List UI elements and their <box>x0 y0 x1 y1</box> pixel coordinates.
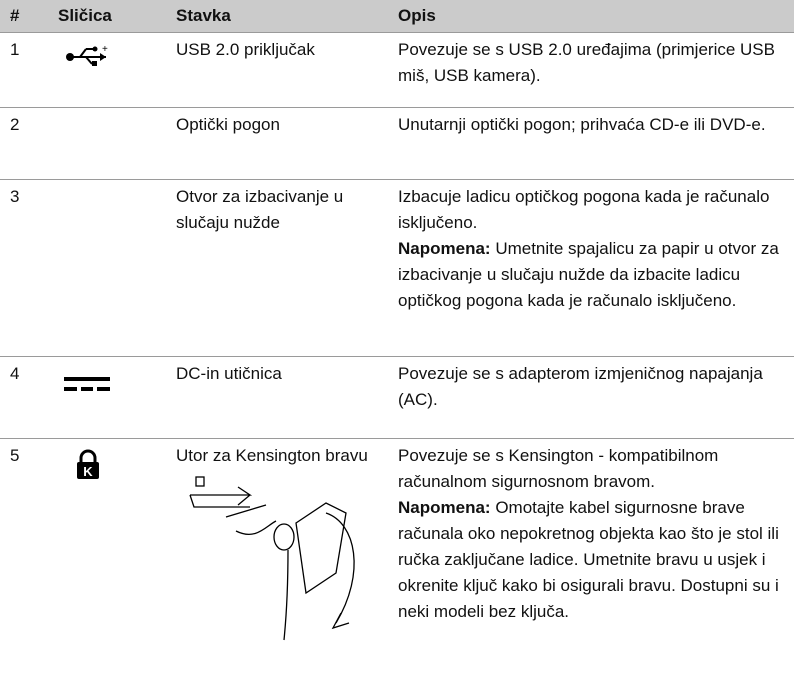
icon-cell: + <box>50 33 168 108</box>
description: Povezuje se s adapterom izmjeničnog napa… <box>398 361 788 413</box>
table-row: 4 DC-in utičnica Povezuje se s adapterom i… <box>0 357 794 439</box>
description: Unutarnji optički pogon; prihvaća CD-e i… <box>398 112 788 138</box>
dc-icon <box>58 367 118 397</box>
row-number: 2 <box>0 108 50 180</box>
description-cell: Povezuje se s adapterom izmjeničnog napa… <box>390 357 794 439</box>
icon-cell: K <box>50 439 168 699</box>
item-cell: DC-in utičnica <box>168 357 390 439</box>
note: Napomena: Omotajte kabel sigurnosne brav… <box>398 495 788 625</box>
row-number: 3 <box>0 180 50 357</box>
description-cell: Izbacuje ladicu optičkog pogona kada je … <box>390 180 794 357</box>
header-cell: Opis <box>390 0 794 33</box>
lock-icon: K <box>58 449 118 479</box>
item-cell: Utor za Kensington bravu <box>168 439 390 699</box>
note-label: Napomena: <box>398 498 491 517</box>
item-cell: Optički pogon <box>168 108 390 180</box>
table-row: 1 + USB 2.0 priključak Povezuje se s USB 2.… <box>0 33 794 108</box>
row-number: 1 <box>0 33 50 108</box>
svg-text:K: K <box>83 464 93 479</box>
table-row: 5 K Utor za Kensington bravu Povezuje se s … <box>0 439 794 699</box>
description-cell: Povezuje se s USB 2.0 uređajima (primjer… <box>390 33 794 108</box>
description-cell: Povezuje se s Kensington - kompatibilnom… <box>390 439 794 699</box>
table-row: 3 Otvor za izbacivanje u slučaju nužde Izb… <box>0 180 794 357</box>
item-name: USB 2.0 priključak <box>176 37 384 63</box>
item-cell: Otvor za izbacivanje u slučaju nužde <box>168 180 390 357</box>
header-row: # Sličica Stavka Opis <box>0 0 794 33</box>
icon-cell <box>50 357 168 439</box>
header-cell: # <box>0 0 50 33</box>
header-cell: Stavka <box>168 0 390 33</box>
note-label: Napomena: <box>398 239 491 258</box>
svg-text:+: + <box>102 44 108 55</box>
note: Napomena: Umetnite spajalicu za papir u … <box>398 236 788 314</box>
description: Povezuje se s USB 2.0 uređajima (primjer… <box>398 37 788 89</box>
table-body: 1 + USB 2.0 priključak Povezuje se s USB 2.… <box>0 33 794 699</box>
item-name: Otvor za izbacivanje u slučaju nužde <box>176 184 384 236</box>
item-name: Optički pogon <box>176 112 384 138</box>
row-number: 4 <box>0 357 50 439</box>
kensington-illustration <box>176 473 376 643</box>
item-name: Utor za Kensington bravu <box>176 443 384 469</box>
header-cell: Sličica <box>50 0 168 33</box>
item-name: DC-in utičnica <box>176 361 384 387</box>
icon-cell <box>50 180 168 357</box>
description: Izbacuje ladicu optičkog pogona kada je … <box>398 184 788 236</box>
description-cell: Unutarnji optički pogon; prihvaća CD-e i… <box>390 108 794 180</box>
page: # Sličica Stavka Opis 1 + USB 2.0 priključ… <box>0 0 794 663</box>
usb-icon: + <box>58 43 118 69</box>
icon-cell <box>50 108 168 180</box>
row-number: 5 <box>0 439 50 699</box>
table-row: 2 Optički pogon Unutarnji optički pogon; p… <box>0 108 794 180</box>
description: Povezuje se s Kensington - kompatibilnom… <box>398 443 788 495</box>
item-cell: USB 2.0 priključak <box>168 33 390 108</box>
